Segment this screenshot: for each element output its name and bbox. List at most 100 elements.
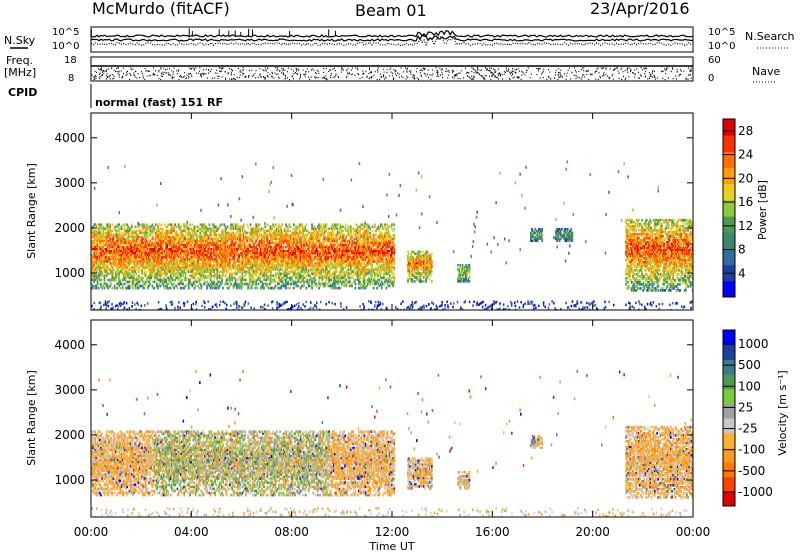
power-cell (111, 276, 114, 280)
power-cell (144, 227, 147, 231)
power-cell (136, 262, 139, 265)
power-cell (275, 227, 278, 231)
power-cell (92, 227, 94, 231)
nave-dot (547, 75, 549, 77)
power-cell (299, 276, 302, 280)
power-cell (209, 272, 212, 276)
nave-dot (303, 73, 305, 75)
power-cell (224, 245, 227, 249)
power-cell (100, 252, 102, 255)
power-cell (119, 239, 122, 243)
power-cell (150, 225, 152, 229)
power-cell (112, 278, 115, 282)
power-cell (117, 225, 119, 229)
power-cell (149, 272, 151, 276)
power-cell (262, 239, 264, 243)
power-cell (100, 225, 102, 229)
nave-dot (626, 69, 628, 71)
power-cell (118, 262, 121, 265)
power-cell (105, 258, 108, 261)
power-cell (281, 223, 284, 226)
power-cell (225, 227, 228, 231)
power-cell (194, 254, 197, 257)
nave-dot (599, 75, 601, 78)
power-cell (290, 241, 293, 245)
nave-dot (573, 74, 575, 76)
power-cell (206, 262, 208, 265)
power-cell (302, 260, 304, 263)
power-cell (313, 235, 316, 239)
power-cell (299, 239, 302, 243)
power-cell (250, 250, 253, 253)
power-cell (157, 250, 159, 253)
power-cell (249, 260, 252, 263)
power-cell (266, 241, 269, 245)
power-cell (173, 270, 175, 273)
power-cell (177, 225, 180, 229)
power-cell (176, 231, 179, 235)
power-cell (153, 276, 156, 280)
power-cell (241, 254, 244, 257)
power-cell (143, 235, 146, 239)
power-cell (193, 239, 196, 243)
nave-dot (391, 72, 393, 74)
nave-dot (407, 67, 408, 70)
power-cell (275, 237, 278, 241)
power-cell (169, 223, 172, 226)
power-cell (188, 278, 190, 282)
power-cell (250, 241, 253, 245)
power-cell (219, 223, 222, 226)
power-cell (262, 250, 264, 253)
power-cell (234, 233, 237, 237)
nave-dot (201, 76, 203, 78)
power-cell (291, 258, 294, 261)
power-cell (148, 241, 150, 245)
nave-dot (118, 70, 120, 72)
power-cell (311, 248, 313, 251)
power-cell (257, 235, 260, 239)
power-cell (182, 256, 184, 259)
nave-dot (219, 70, 221, 72)
power-cell (130, 276, 133, 280)
nave-dot (519, 70, 520, 72)
power-cell (157, 245, 159, 249)
power-cell (299, 254, 302, 257)
power-cell (262, 284, 264, 288)
power-cell (153, 258, 156, 261)
power-cell (280, 256, 283, 259)
power-cell (154, 272, 157, 276)
power-cell (254, 248, 256, 251)
power-cell (154, 239, 157, 243)
power-cell (135, 272, 138, 276)
power-cell (196, 268, 198, 271)
nave-dot (382, 76, 384, 78)
freq-panel-frame (90, 56, 694, 82)
power-cell (313, 233, 316, 237)
power-cell (137, 276, 140, 280)
power-cell (170, 252, 173, 255)
power-cell (257, 276, 260, 280)
power-cell (189, 237, 191, 241)
power-cell (248, 278, 251, 282)
power-cell (143, 282, 146, 286)
power-cell (161, 254, 164, 257)
nave-dot (509, 78, 511, 80)
power-cell (193, 237, 196, 241)
power-cell (180, 225, 182, 229)
power-cell (103, 256, 106, 259)
power-cell (227, 256, 230, 259)
power-cell (158, 252, 160, 255)
power-cell (91, 231, 93, 235)
nave-dot (149, 74, 151, 76)
power-cell (91, 241, 93, 245)
power-cell (159, 250, 162, 253)
power-cell (293, 252, 295, 255)
power-cell (251, 231, 254, 235)
nave-dot (346, 69, 347, 71)
power-cell (96, 256, 99, 259)
power-cell (153, 254, 156, 257)
power-cell (278, 286, 280, 290)
nave-dot (470, 78, 472, 80)
power-cell (120, 235, 123, 239)
power-cell (172, 252, 174, 255)
